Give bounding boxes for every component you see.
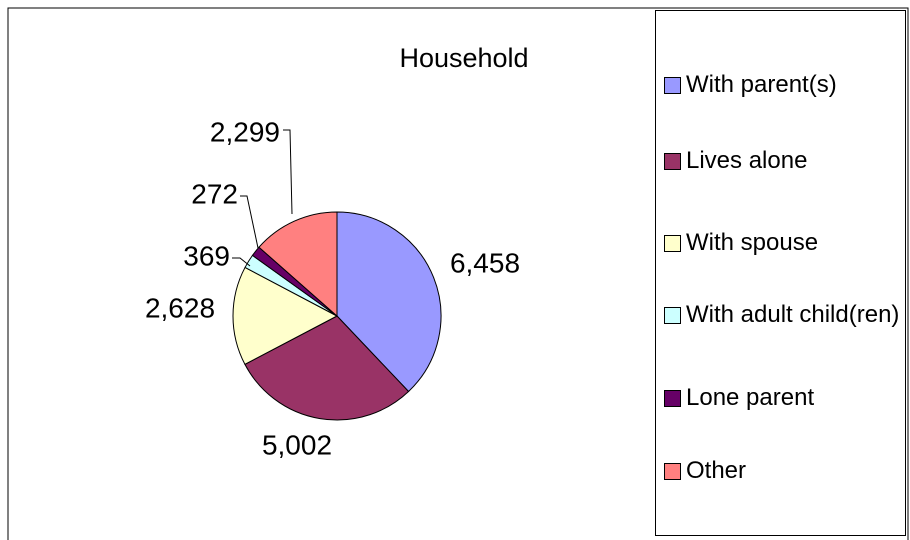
legend-item: Lone parent (664, 384, 900, 412)
chart-frame (7, 7, 909, 540)
legend-swatch (664, 390, 681, 407)
leader-line (232, 257, 251, 267)
data-label: 2,628 (145, 292, 215, 323)
legend-swatch (664, 235, 681, 252)
legend-label: Lives alone (686, 147, 808, 174)
leader-line (283, 129, 293, 215)
legend-swatch (664, 463, 681, 480)
pie-slice (244, 315, 410, 421)
legend-item: With parent(s) (664, 71, 900, 99)
chart-title: Household (399, 43, 528, 73)
data-label: 272 (191, 178, 238, 209)
pie-slice (336, 211, 442, 393)
legend-swatch (664, 77, 681, 94)
pie-slice (232, 266, 339, 366)
data-label: 369 (183, 240, 230, 271)
data-label: 2,299 (210, 116, 280, 147)
leader-line (240, 195, 259, 249)
legend-label: With adult child(ren) (686, 301, 900, 328)
legend-item: With spouse (664, 229, 900, 257)
legend-swatch (664, 153, 681, 170)
legend-label: Other (686, 457, 747, 484)
legend-label: Lone parent (686, 384, 815, 411)
pie-slice (258, 211, 338, 318)
legend-label: With parent(s) (686, 71, 837, 98)
data-label: 6,458 (450, 247, 520, 278)
data-label: 5,002 (262, 429, 332, 460)
legend-item: With adult child(ren) (664, 301, 900, 329)
legend-item: Other (664, 457, 900, 485)
legend-item: Lives alone (664, 147, 900, 175)
legend: With parent(s) Lives alone With spouse With… (655, 10, 906, 536)
legend-swatch (664, 307, 681, 324)
legend-label: With spouse (686, 229, 819, 256)
